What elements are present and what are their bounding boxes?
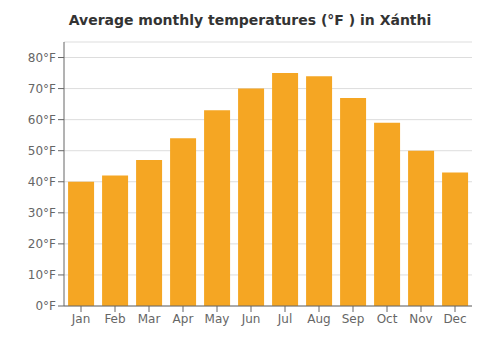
- svg-text:70°F: 70°F: [28, 82, 56, 96]
- svg-text:50°F: 50°F: [28, 144, 56, 158]
- svg-text:20°F: 20°F: [28, 237, 56, 251]
- svg-text:Mar: Mar: [138, 312, 161, 326]
- svg-text:Oct: Oct: [377, 312, 398, 326]
- svg-text:Aug: Aug: [307, 312, 330, 326]
- html-text:Average monthly temperatures (: Average monthly temperatures (°F ) in Xá…: [68, 12, 432, 28]
- svg-text:Jun: Jun: [241, 312, 261, 326]
- svg-text:30°F: 30°F: [28, 206, 56, 220]
- svg-text:Feb: Feb: [104, 312, 125, 326]
- svg-text:Jul: Jul: [277, 312, 292, 326]
- svg-text:Sep: Sep: [342, 312, 365, 326]
- svg-text:Nov: Nov: [409, 312, 432, 326]
- svg-text:80°F: 80°F: [28, 51, 56, 65]
- svg-text:0°F: 0°F: [35, 299, 56, 313]
- svg-text:Dec: Dec: [443, 312, 466, 326]
- svg-text:Jan: Jan: [71, 312, 91, 326]
- svg-text:Apr: Apr: [173, 312, 194, 326]
- svg-text:60°F: 60°F: [28, 113, 56, 127]
- svg-text:40°F: 40°F: [28, 175, 56, 189]
- svg-text:10°F: 10°F: [28, 268, 56, 282]
- svg-text:May: May: [205, 312, 230, 326]
